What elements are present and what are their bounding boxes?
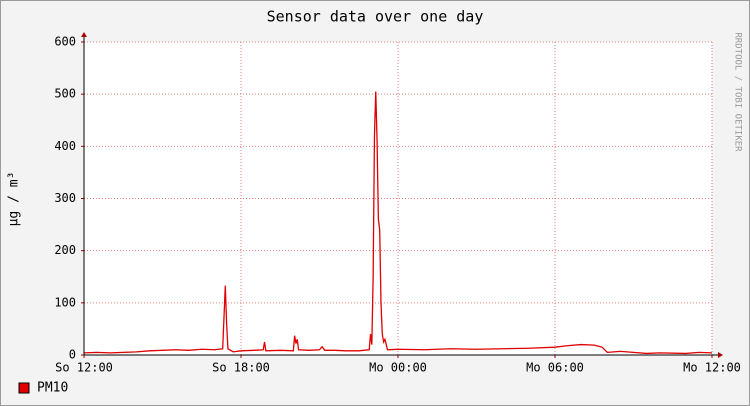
- x-tick-label: So 12:00: [55, 361, 113, 375]
- y-tick-label: 500: [54, 87, 76, 101]
- plot: 0 100 200 300 400 500 600 So 12:00 So 18:00 Mo 00…: [54, 35, 741, 375]
- x-tick-label: Mo 12:00: [683, 361, 741, 375]
- y-tick-label: 600: [54, 35, 76, 49]
- y-tick-label: 0: [69, 348, 76, 362]
- x-tick-label: So 18:00: [212, 361, 270, 375]
- chart-title: Sensor data over one day: [267, 8, 484, 26]
- data-line: [83, 91, 713, 355]
- x-tick-label: Mo 00:00: [369, 361, 427, 375]
- y-axis-arrow: [81, 32, 87, 37]
- y-tick-label: 200: [54, 243, 76, 257]
- x-tick-label: Mo 06:00: [526, 361, 584, 375]
- y-axis-label: µg / m³: [7, 172, 22, 227]
- legend-label: PM10: [37, 381, 68, 396]
- legend-swatch: [18, 382, 30, 394]
- y-tick-label: 400: [54, 139, 76, 153]
- watermark: RRDTOOL / TOBI OETIKER: [733, 32, 743, 152]
- y-tick-label: 100: [54, 295, 76, 309]
- y-tick-label: 300: [54, 191, 76, 205]
- x-axis-arrow: [718, 352, 723, 358]
